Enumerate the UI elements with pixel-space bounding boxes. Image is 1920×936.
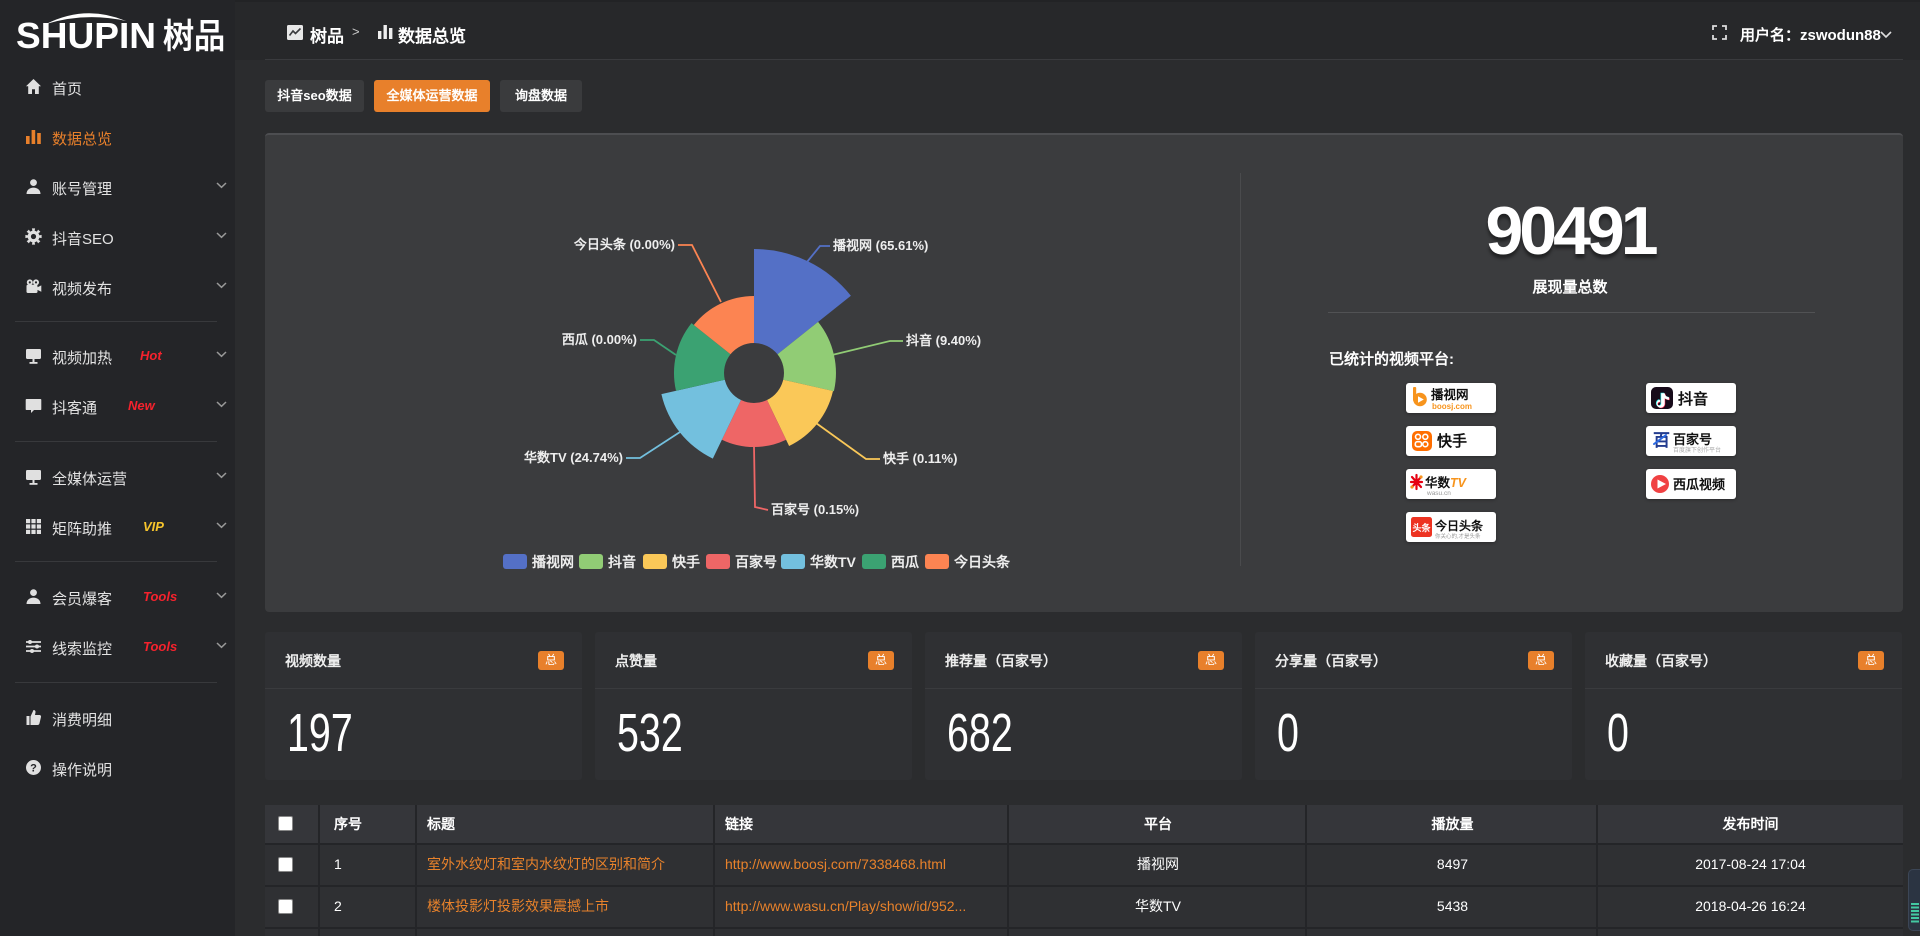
svg-text:华数: 华数 [1425, 475, 1451, 490]
svg-text:百度旗下创作平台: 百度旗下创作平台 [1673, 446, 1721, 454]
svg-text:抖音 (9.40%): 抖音 (9.40%) [906, 333, 981, 348]
svg-text:boosj.com: boosj.com [1432, 402, 1472, 411]
svg-text:头条: 头条 [1412, 522, 1431, 533]
svg-text:百: 百 [1653, 431, 1670, 450]
svg-text:百家号 (0.15%): 百家号 (0.15%) [771, 502, 859, 517]
svg-text:华数TV (24.74%): 华数TV (24.74%) [524, 450, 623, 465]
svg-text:快手: 快手 [672, 554, 700, 570]
svg-text:SHUPIN: SHUPIN [16, 15, 156, 56]
svg-text:今日头条: 今日头条 [953, 554, 1011, 570]
svg-text:?: ? [30, 763, 37, 775]
svg-text:百家号: 百家号 [1673, 432, 1712, 447]
svg-text:西瓜 (0.00%): 西瓜 (0.00%) [562, 332, 637, 347]
svg-text:抖音: 抖音 [1678, 390, 1708, 408]
svg-text:百家号: 百家号 [735, 554, 777, 570]
svg-text:树品: 树品 [163, 18, 225, 56]
svg-text:播视网 (65.61%): 播视网 (65.61%) [833, 238, 928, 253]
svg-text:西瓜视频: 西瓜视频 [1673, 477, 1725, 492]
svg-text:今日头条 (0.00%): 今日头条 (0.00%) [573, 237, 675, 252]
svg-text:wasu.cn: wasu.cn [1426, 490, 1451, 497]
svg-text:华数TV: 华数TV [810, 554, 857, 570]
svg-text:快手 (0.11%): 快手 (0.11%) [883, 451, 957, 466]
svg-text:抖音: 抖音 [608, 554, 636, 570]
svg-text:TV: TV [1450, 476, 1468, 490]
svg-text:播视网: 播视网 [1431, 387, 1469, 402]
svg-text:今日头条: 今日头条 [1434, 518, 1484, 533]
svg-text:播视网: 播视网 [532, 554, 574, 570]
svg-text:你关心的,才是头条: 你关心的,才是头条 [1435, 532, 1481, 540]
svg-text:快手: 快手 [1437, 432, 1467, 450]
svg-text:西瓜: 西瓜 [891, 554, 919, 570]
